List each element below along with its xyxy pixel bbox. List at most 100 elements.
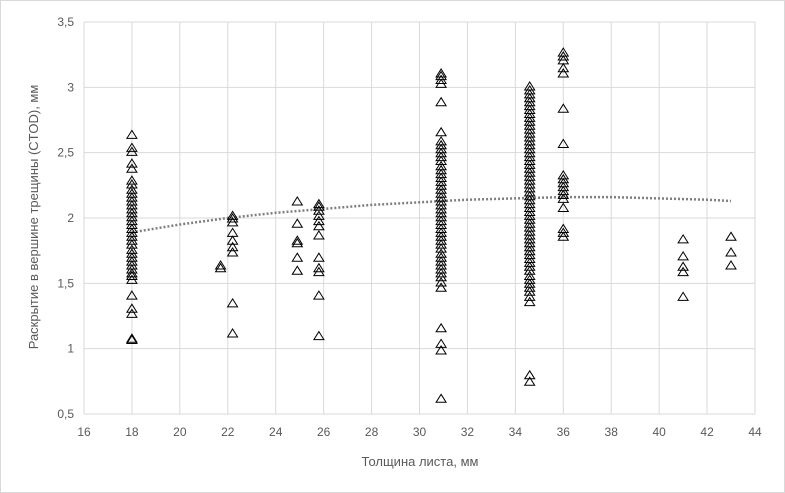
data-point-triangle xyxy=(435,68,448,78)
data-point-triangle xyxy=(435,322,448,333)
data-point-triangle xyxy=(435,345,448,355)
data-point-triangle xyxy=(291,252,304,262)
data-point-triangle xyxy=(312,198,325,209)
data-point-triangle xyxy=(312,215,325,226)
data-point-triangle xyxy=(312,330,325,341)
data-point-triangle xyxy=(677,233,690,244)
data-point-triangle xyxy=(557,103,570,113)
y-tick-label: 3,5 xyxy=(57,15,74,29)
x-axis-tick-labels: 16 18 20 22 24 26 28 30 32 34 36 38 40 42 44 xyxy=(77,425,762,439)
data-point-triangle xyxy=(125,303,138,313)
gridlines xyxy=(83,21,756,415)
y-tick-label: 1 xyxy=(67,342,74,356)
y-tick-label: 2,5 xyxy=(57,146,74,160)
x-tick-label: 18 xyxy=(125,425,139,439)
data-point-triangle xyxy=(725,247,737,257)
data-point-triangle xyxy=(291,235,304,245)
data-point-triangle xyxy=(312,210,325,220)
data-point-triangle xyxy=(226,210,239,220)
x-tick-label: 38 xyxy=(605,425,619,439)
y-tick-label: 1,5 xyxy=(57,276,74,290)
x-tick-label: 32 xyxy=(461,425,475,439)
data-point-triangle xyxy=(725,231,737,241)
data-point-triangle xyxy=(226,241,239,252)
x-tick-label: 30 xyxy=(413,425,427,439)
data-point-triangle xyxy=(214,262,227,273)
data-point-triangle xyxy=(435,96,448,107)
data-point-triangle xyxy=(226,297,239,308)
data-points xyxy=(125,47,737,403)
x-tick-label: 26 xyxy=(317,425,331,439)
data-point-triangle xyxy=(523,376,536,386)
data-point-triangle xyxy=(677,261,690,271)
x-axis-title: Толщина листа, мм xyxy=(362,454,479,469)
y-tick-label: 2 xyxy=(67,211,74,225)
data-point-triangle xyxy=(214,260,227,270)
x-tick-label: 36 xyxy=(557,425,571,439)
data-point-triangle xyxy=(435,282,448,292)
y-tick-label: 3 xyxy=(67,80,74,94)
data-point-triangle xyxy=(523,81,536,91)
x-tick-label: 22 xyxy=(221,425,235,439)
data-point-triangle xyxy=(125,290,138,300)
data-point-triangle xyxy=(435,248,448,258)
data-point-triangle xyxy=(125,184,138,194)
data-point-triangle xyxy=(125,163,138,173)
data-point-triangle xyxy=(291,218,304,228)
data-point-triangle xyxy=(312,230,325,240)
data-point-triangle xyxy=(523,291,536,301)
data-point-triangle xyxy=(435,135,448,146)
x-tick-label: 40 xyxy=(652,425,666,439)
data-point-triangle xyxy=(557,68,570,78)
data-point-triangle xyxy=(677,291,690,301)
data-point-triangle xyxy=(435,126,448,137)
data-point-triangle xyxy=(125,334,138,344)
data-point-triangle xyxy=(435,160,448,171)
data-point-triangle xyxy=(312,262,325,273)
data-point-triangle xyxy=(557,223,570,233)
data-point-triangle xyxy=(125,333,138,343)
data-point-triangle xyxy=(435,70,448,81)
data-point-triangle xyxy=(125,158,138,168)
data-point-triangle xyxy=(291,265,304,275)
data-point-triangle xyxy=(226,227,239,237)
data-point-triangle xyxy=(435,277,448,287)
data-point-triangle xyxy=(226,247,239,257)
x-tick-label: 44 xyxy=(748,425,762,439)
data-point-triangle xyxy=(226,235,239,245)
data-point-triangle xyxy=(312,290,325,300)
data-point-triangle xyxy=(677,266,690,277)
data-point-triangle xyxy=(226,213,239,223)
data-point-triangle xyxy=(125,142,138,152)
data-point-triangle xyxy=(125,129,138,139)
data-point-triangle xyxy=(125,175,138,185)
data-point-triangle xyxy=(557,202,570,212)
data-point-triangle xyxy=(557,62,570,73)
data-point-triangle xyxy=(125,308,138,318)
data-point-triangle xyxy=(523,296,536,307)
data-point-triangle xyxy=(677,250,690,261)
y-tick-label: 0,5 xyxy=(57,407,74,421)
data-point-triangle xyxy=(435,393,448,403)
data-point-triangle xyxy=(291,237,304,248)
data-point-triangle xyxy=(557,169,570,180)
y-axis-title: Раскрытие в вершине трещины (CTOD), мм xyxy=(26,85,41,350)
y-axis-tick-labels: 0,5 1 1,5 2 2,5 3 3,5 xyxy=(57,15,74,421)
data-point-triangle xyxy=(557,47,570,57)
x-tick-label: 28 xyxy=(365,425,379,439)
data-point-triangle xyxy=(557,138,570,148)
data-point-triangle xyxy=(725,260,737,270)
x-tick-label: 16 xyxy=(77,425,91,439)
data-point-triangle xyxy=(226,328,239,338)
data-point-triangle xyxy=(312,220,325,231)
data-point-triangle xyxy=(435,338,448,348)
data-point-triangle xyxy=(291,196,304,206)
data-point-triangle xyxy=(312,252,325,262)
data-point-triangle xyxy=(125,270,138,280)
x-tick-label: 34 xyxy=(509,425,523,439)
data-point-triangle xyxy=(523,369,536,380)
data-point-triangle xyxy=(125,244,138,254)
data-point-triangle xyxy=(523,270,536,280)
